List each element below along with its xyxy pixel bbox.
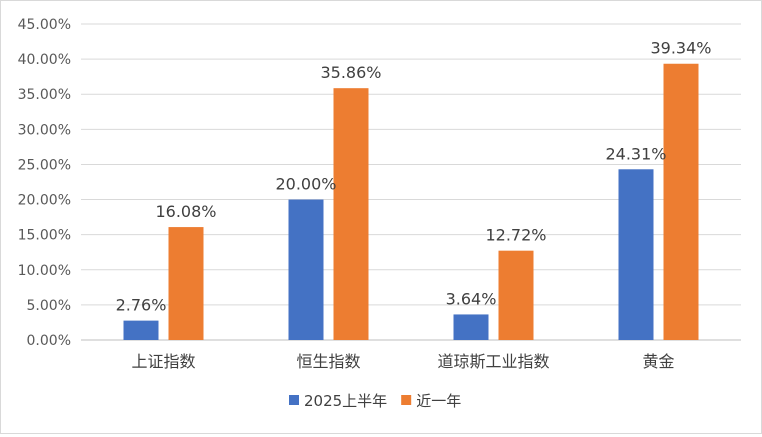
- data-label: 16.08%: [155, 202, 216, 221]
- bar: [663, 63, 699, 340]
- bar: [333, 88, 369, 341]
- data-label: 3.64%: [446, 289, 497, 308]
- bar: [498, 250, 534, 340]
- x-axis-categories: 上证指数 恒生指数 道琼斯工业指数 黄金: [131, 352, 674, 371]
- bar: [453, 314, 489, 340]
- y-tick-label: 20.00%: [18, 193, 71, 209]
- x-category-label: 道琼斯工业指数: [437, 352, 549, 371]
- y-tick-label: 35.00%: [18, 87, 71, 103]
- legend-swatch: [289, 395, 299, 405]
- y-tick-label: 45.00%: [18, 17, 71, 33]
- data-label: 2.76%: [116, 296, 167, 315]
- y-tick-label: 0.00%: [27, 333, 71, 349]
- y-tick-label: 40.00%: [18, 52, 71, 68]
- x-category-label: 恒生指数: [296, 352, 360, 371]
- legend-swatch: [401, 395, 412, 405]
- legend: 2025上半年 近一年: [289, 392, 461, 410]
- bar: [288, 199, 324, 340]
- data-label: 39.34%: [650, 39, 711, 58]
- x-category-label: 上证指数: [131, 352, 195, 371]
- legend-label: 近一年: [416, 392, 461, 410]
- bar: [123, 320, 159, 340]
- data-label: 12.72%: [485, 226, 546, 245]
- bar: [618, 169, 654, 340]
- legend-label: 2025上半年: [304, 392, 387, 410]
- data-label: 20.00%: [275, 175, 336, 194]
- y-tick-label: 10.00%: [18, 263, 71, 279]
- data-label: 35.86%: [320, 63, 381, 82]
- y-tick-label: 30.00%: [18, 122, 71, 138]
- data-labels: 2.76% 16.08% 20.00% 35.86% 3.64% 12.72% 24.31%…: [116, 39, 712, 315]
- y-tick-label: 15.00%: [18, 228, 71, 244]
- data-label: 24.31%: [605, 144, 666, 163]
- bars: [123, 63, 699, 341]
- y-tick-label: 5.00%: [27, 298, 71, 314]
- y-axis-ticks: 0.00% 5.00% 10.00% 15.00% 20.00% 25.00% 30.00%…: [18, 17, 71, 349]
- bar: [168, 227, 204, 340]
- x-category-label: 黄金: [642, 352, 674, 371]
- y-tick-label: 25.00%: [18, 157, 71, 173]
